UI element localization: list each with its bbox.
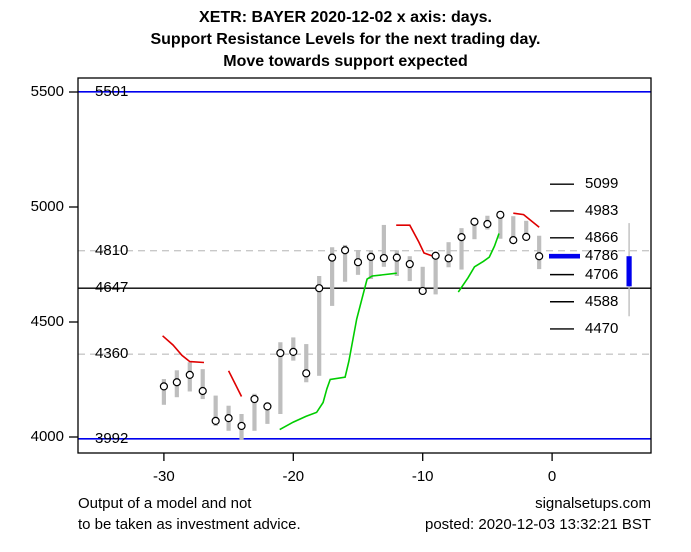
close-marker xyxy=(522,232,531,241)
resistance-line xyxy=(396,224,434,257)
price-bar xyxy=(330,247,335,306)
close-marker xyxy=(289,347,298,356)
level-label-left-5501: 5501 xyxy=(95,82,129,100)
price-bar xyxy=(278,342,283,414)
price-bar xyxy=(342,244,348,282)
close-marker xyxy=(496,210,505,219)
y-axis-tick-label-5000: 5000 xyxy=(30,198,64,215)
resistance-line xyxy=(162,335,205,364)
chart-title-line-3: Move towards support expected xyxy=(223,53,468,70)
close-marker xyxy=(470,217,479,226)
chart-title: XETR: BAYER 2020-12-02 x axis: days. Sup… xyxy=(0,7,691,73)
price-bar xyxy=(472,218,477,240)
close-marker xyxy=(366,252,376,262)
price-bar xyxy=(498,212,503,239)
close-marker xyxy=(263,402,272,411)
close-marker xyxy=(159,382,168,391)
close-marker xyxy=(353,258,363,267)
level-label-left-4810: 4810 xyxy=(95,241,129,259)
close-marker xyxy=(340,246,350,255)
close-marker xyxy=(250,394,259,404)
price-bar xyxy=(524,220,529,241)
close-marker xyxy=(237,421,246,431)
close-marker xyxy=(431,251,440,260)
posted-timestamp: posted: 2020-12-03 13:32:21 BST xyxy=(425,516,651,533)
level-label-right-4470: 4470 xyxy=(585,319,619,337)
close-marker xyxy=(328,253,337,262)
disclaimer-line-1: Output of a model and not xyxy=(78,495,252,512)
price-bar xyxy=(381,224,386,267)
level-label-left-4360: 4360 xyxy=(95,345,129,363)
close-marker xyxy=(483,219,492,229)
chart-title-line-2: Support Resistance Levels for the next t… xyxy=(150,31,541,48)
price-bar xyxy=(433,253,438,295)
close-marker xyxy=(535,252,544,261)
price-bar xyxy=(420,266,425,295)
x-axis-tick-label--10: -10 xyxy=(411,468,434,485)
y-axis-tick-label-5500: 5500 xyxy=(30,83,64,100)
level-label-right-4866: 4866 xyxy=(585,228,619,246)
price-bar xyxy=(161,379,166,405)
close-marker xyxy=(509,236,518,245)
close-marker xyxy=(198,386,207,396)
close-marker xyxy=(224,414,233,423)
level-label-left-4647: 4647 xyxy=(95,279,129,297)
price-bar xyxy=(304,344,309,383)
price-bar xyxy=(252,393,257,431)
price-bar xyxy=(317,276,322,376)
price-bar xyxy=(511,216,516,243)
y-axis-tick-label-4500: 4500 xyxy=(30,313,64,330)
x-axis-tick-label-0: 0 xyxy=(547,468,557,485)
level-label-right-4786: 4786 xyxy=(585,247,619,265)
close-marker xyxy=(315,284,324,293)
close-marker xyxy=(302,369,311,378)
support-line xyxy=(457,233,500,293)
close-marker xyxy=(405,259,414,269)
price-bar xyxy=(407,256,412,282)
price-bar xyxy=(368,250,374,279)
level-label-right-4588: 4588 xyxy=(585,292,619,310)
resistance-line xyxy=(513,212,540,228)
expected-move-bar xyxy=(626,256,632,287)
site-credit: signalsetups.com xyxy=(535,495,651,512)
close-marker xyxy=(276,348,285,358)
price-bar xyxy=(459,228,464,270)
plot-frame xyxy=(77,77,652,454)
x-axis-tick-label--20: -20 xyxy=(282,468,305,485)
x-axis-tick-label--30: -30 xyxy=(153,468,175,485)
price-bar xyxy=(200,369,205,400)
close-marker xyxy=(185,370,194,379)
support-line xyxy=(279,272,397,431)
close-marker xyxy=(172,378,181,387)
close-marker xyxy=(211,416,220,425)
level-label-left-3992: 3992 xyxy=(95,429,129,447)
resistance-line xyxy=(227,370,243,397)
disclaimer-line-2: to be taken as investment advice. xyxy=(78,516,301,533)
price-bar xyxy=(394,250,399,276)
close-marker xyxy=(392,253,401,262)
close-marker xyxy=(444,254,453,263)
price-bar xyxy=(265,402,270,424)
level-label-right-4983: 4983 xyxy=(585,201,619,219)
close-marker xyxy=(418,286,427,296)
close-marker xyxy=(457,233,466,242)
y-axis-tick-label-4000: 4000 xyxy=(30,428,64,445)
level-label-right-5099: 5099 xyxy=(585,175,619,193)
level-label-right-4706: 4706 xyxy=(585,265,619,283)
price-bar xyxy=(213,395,218,426)
close-marker xyxy=(379,253,388,263)
chart-title-line-1: XETR: BAYER 2020-12-02 x axis: days. xyxy=(199,9,492,26)
